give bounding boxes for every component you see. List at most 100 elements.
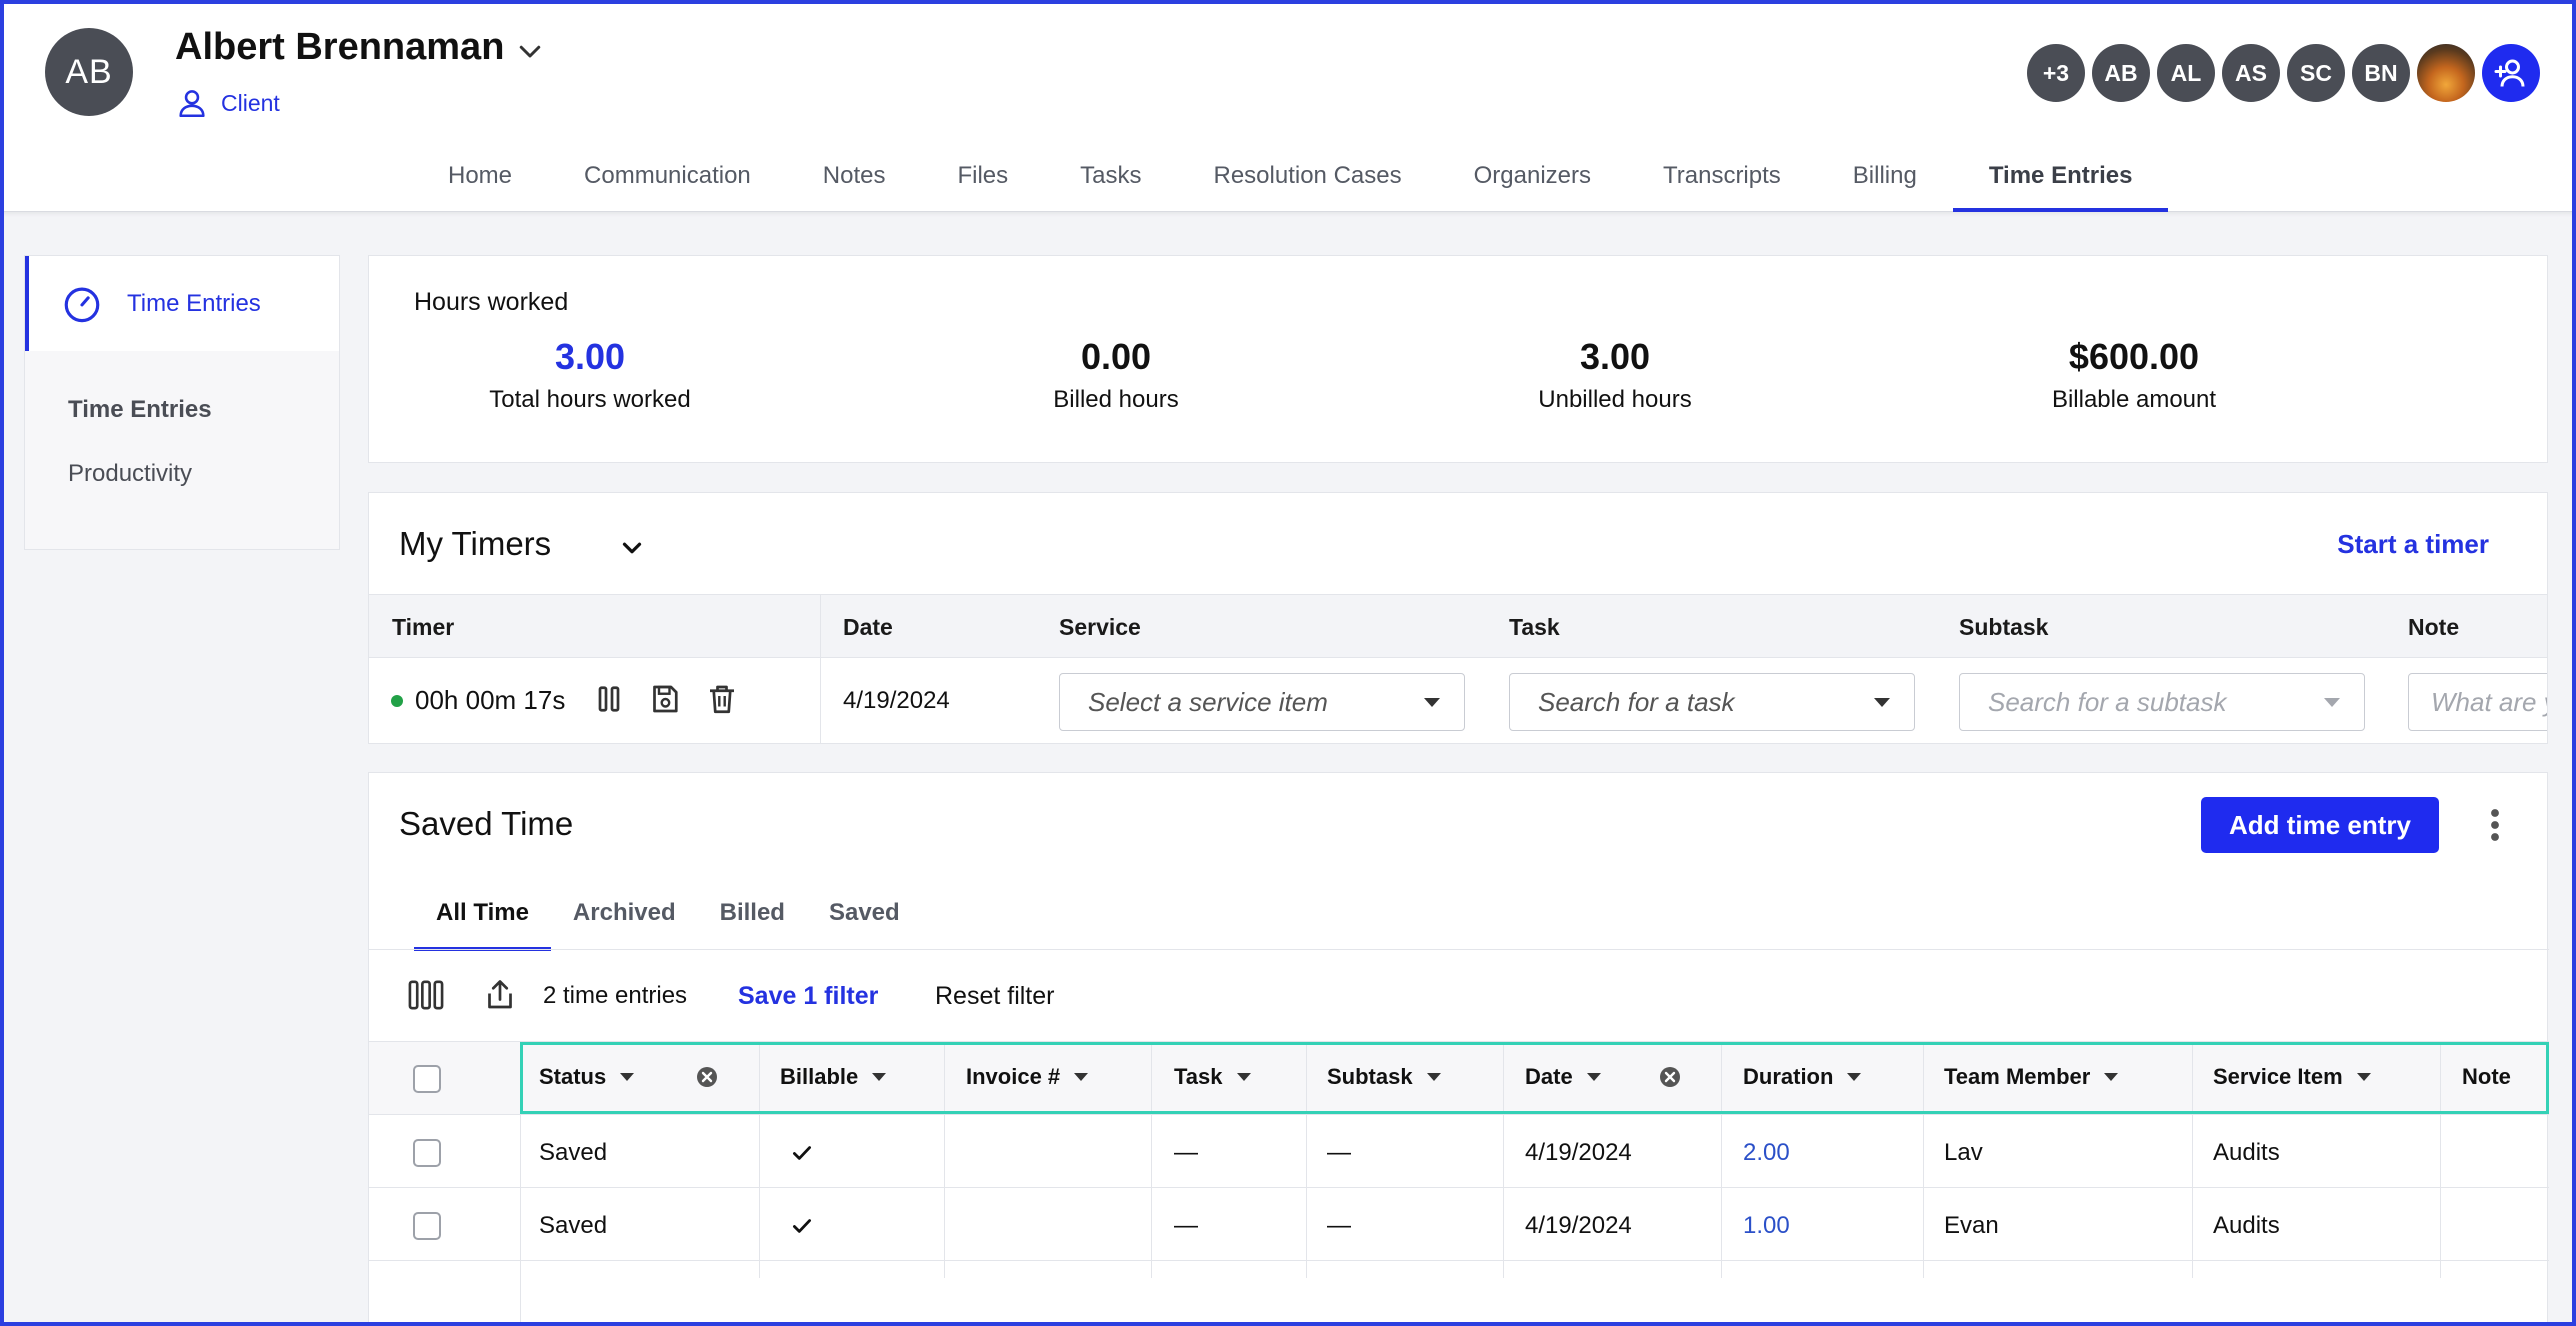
- tab-archived[interactable]: Archived: [572, 899, 676, 926]
- avatar[interactable]: AL: [2157, 44, 2215, 102]
- col-service-item[interactable]: Service Item: [2213, 1064, 2371, 1090]
- sidebar-header[interactable]: Time Entries: [25, 256, 339, 351]
- stat-total-hours: 3.00 Total hours worked: [390, 336, 790, 414]
- sidebar-item-productivity[interactable]: Productivity: [68, 460, 193, 487]
- avatar[interactable]: AS: [2222, 44, 2280, 102]
- divider: [759, 1042, 760, 1278]
- col-billable[interactable]: Billable: [780, 1064, 887, 1090]
- task-select[interactable]: Search for a task: [1509, 673, 1915, 731]
- cell-duration[interactable]: 2.00: [1743, 1139, 1790, 1166]
- team-avatars: +3 AB AL AS SC BN: [2027, 44, 2540, 102]
- cell-task: —: [1174, 1212, 1198, 1239]
- col-invoice[interactable]: Invoice #: [966, 1064, 1089, 1090]
- cell-duration[interactable]: 1.00: [1743, 1212, 1790, 1239]
- col-label: Date: [1525, 1064, 1573, 1089]
- cell-task: —: [1174, 1139, 1198, 1166]
- row-checkbox[interactable]: [413, 1139, 441, 1167]
- tab-saved[interactable]: Saved: [828, 899, 900, 926]
- col-status[interactable]: Status: [539, 1064, 635, 1090]
- caret-down-icon: [1586, 1073, 1601, 1081]
- hours-worked-title: Hours worked: [414, 288, 569, 316]
- service-select-placeholder: Select a service item: [1088, 687, 1328, 717]
- col-note: Note: [2408, 614, 2460, 640]
- tab-home[interactable]: Home: [448, 162, 513, 189]
- stat-value: 3.00: [554, 336, 626, 377]
- save-filter-link[interactable]: Save 1 filter: [738, 982, 879, 1010]
- caret-down-icon: [1236, 1073, 1251, 1081]
- divider: [2440, 1042, 2441, 1278]
- divider: [2192, 1042, 2193, 1278]
- timers-title: My Timers: [399, 525, 552, 562]
- saved-time-card: Saved Time Add time entry All Time Archi…: [368, 772, 2549, 1326]
- tab-billed[interactable]: Billed: [719, 899, 785, 926]
- caret-down-icon: [2104, 1073, 2119, 1081]
- saved-time-title: Saved Time: [399, 805, 574, 842]
- service-select[interactable]: Select a service item: [1059, 673, 1465, 731]
- tab-billing[interactable]: Billing: [1852, 162, 1917, 189]
- divider: [1151, 1042, 1152, 1278]
- my-timers-card: My Timers Start a timer Timer Date Servi…: [368, 492, 2548, 744]
- col-task[interactable]: Task: [1174, 1064, 1251, 1090]
- export-icon[interactable]: [481, 977, 519, 1013]
- tab-tasks[interactable]: Tasks: [1080, 162, 1142, 189]
- tab-resolution-cases[interactable]: Resolution Cases: [1213, 162, 1402, 189]
- tab-organizers[interactable]: Organizers: [1473, 162, 1591, 189]
- clear-filter-icon[interactable]: [695, 1065, 719, 1089]
- col-label: Subtask: [1327, 1064, 1413, 1089]
- clear-filter-icon[interactable]: [1658, 1065, 1682, 1089]
- caret-down-icon: [1874, 698, 1890, 707]
- avatar-more[interactable]: +3: [2027, 44, 2085, 102]
- tab-notes[interactable]: Notes: [822, 162, 886, 189]
- timer-icon: [64, 287, 100, 322]
- col-team-member[interactable]: Team Member: [1944, 1064, 2119, 1090]
- client-avatar[interactable]: AB: [45, 28, 133, 116]
- stat-unbilled-hours: 3.00 Unbilled hours: [1415, 336, 1815, 414]
- stat-billable-amount: $600.00 Billable amount: [1934, 336, 2334, 414]
- sidebar: Time Entries Time Entries Productivity: [24, 255, 340, 550]
- cell-service-item: Audits: [2213, 1139, 2280, 1166]
- saved-time-tabs: All Time Archived Billed Saved: [414, 889, 922, 951]
- col-date[interactable]: Date: [1525, 1064, 1601, 1090]
- caret-down-icon: [1424, 698, 1440, 707]
- tab-files[interactable]: Files: [957, 162, 1009, 189]
- divider: [520, 1042, 521, 1326]
- avatar[interactable]: AB: [2092, 44, 2150, 102]
- reset-filter-link[interactable]: Reset filter: [935, 982, 1055, 1010]
- tab-time-entries[interactable]: Time Entries: [1952, 150, 2169, 212]
- avatar[interactable]: SC: [2287, 44, 2345, 102]
- start-timer-link[interactable]: Start a timer: [2337, 529, 2489, 559]
- row-checkbox[interactable]: [413, 1212, 441, 1240]
- pause-icon[interactable]: [591, 681, 627, 717]
- tab-all-time[interactable]: All Time: [414, 889, 551, 951]
- col-duration[interactable]: Duration: [1743, 1064, 1862, 1090]
- trash-icon[interactable]: [704, 681, 740, 717]
- add-team-member-button[interactable]: [2482, 44, 2540, 102]
- stat-label: Billed hours: [1053, 386, 1179, 413]
- subtask-select[interactable]: Search for a subtask: [1959, 673, 2365, 731]
- more-options-icon[interactable]: [2489, 807, 2501, 843]
- col-label: Team Member: [1944, 1064, 2091, 1089]
- cell-date: 4/19/2024: [1525, 1212, 1632, 1239]
- client-nav-tabs: Home Communication Notes Files Tasks Res…: [412, 150, 2169, 212]
- chevron-down-icon[interactable]: [515, 36, 545, 66]
- col-subtask[interactable]: Subtask: [1327, 1064, 1441, 1090]
- stat-value: 3.00: [1579, 336, 1651, 377]
- col-label: Task: [1174, 1064, 1223, 1089]
- stat-label: Unbilled hours: [1538, 386, 1692, 413]
- add-time-entry-button[interactable]: Add time entry: [2201, 797, 2439, 853]
- client-role-label: Client: [221, 89, 280, 116]
- tab-communication[interactable]: Communication: [584, 162, 751, 189]
- client-name: Albert Brennaman: [175, 26, 505, 68]
- divider: [1721, 1042, 1722, 1278]
- chevron-down-icon[interactable]: [617, 533, 647, 563]
- save-icon[interactable]: [647, 681, 683, 717]
- note-input[interactable]: What are y: [2408, 673, 2547, 731]
- caret-down-icon: [1074, 1073, 1089, 1081]
- columns-icon[interactable]: [407, 977, 445, 1013]
- avatar[interactable]: BN: [2352, 44, 2410, 102]
- sidebar-item-time-entries[interactable]: Time Entries: [68, 396, 212, 423]
- select-all-checkbox[interactable]: [413, 1065, 441, 1093]
- avatar-photo[interactable]: [2417, 44, 2475, 102]
- tab-transcripts[interactable]: Transcripts: [1662, 162, 1781, 189]
- col-note[interactable]: Note: [2462, 1064, 2511, 1090]
